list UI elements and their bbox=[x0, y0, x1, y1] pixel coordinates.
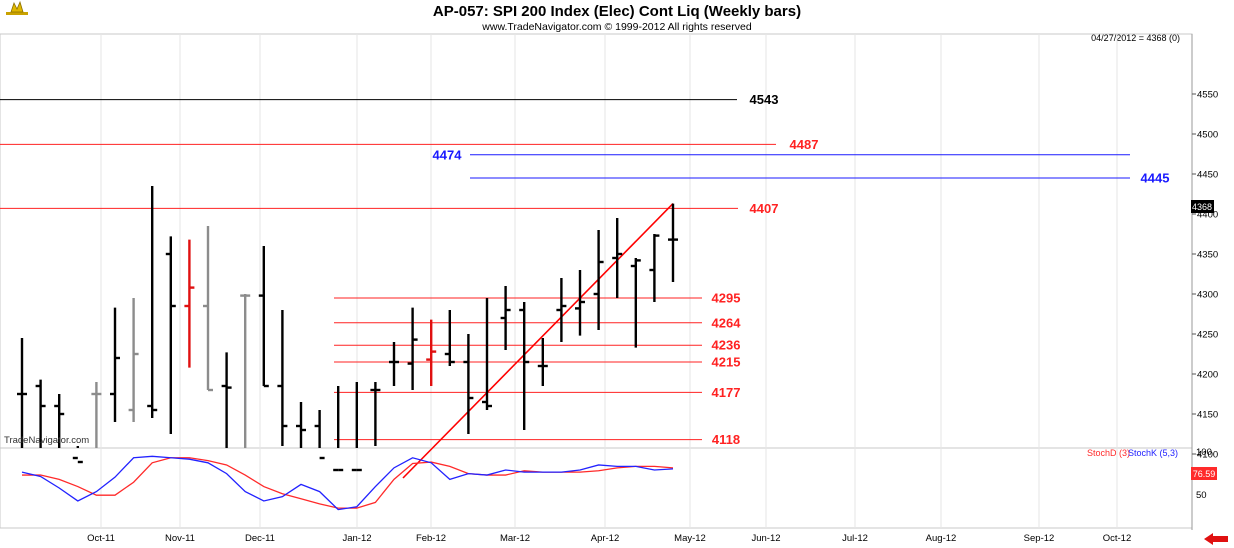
ohlc-bar bbox=[463, 334, 474, 434]
ohlc-bar bbox=[221, 352, 232, 448]
y-tick-label: 4100 bbox=[1197, 450, 1218, 461]
x-tick-label: Feb-12 bbox=[416, 533, 446, 544]
ohlc-bar bbox=[556, 278, 567, 342]
ohlc-bar bbox=[54, 394, 65, 448]
ohlc-bar bbox=[35, 379, 46, 448]
indicator-value-label: 76.59 bbox=[1193, 469, 1216, 479]
x-tick-label: May-12 bbox=[674, 533, 706, 544]
x-tick-label: Jul-12 bbox=[842, 533, 868, 544]
ohlc-bar bbox=[537, 338, 548, 386]
price-levels: 4543 4487 4474 4445 4407 4295 4264 4236 4215 4177… bbox=[0, 92, 1169, 447]
x-tick-label: Oct-12 bbox=[1103, 533, 1132, 544]
y-tick-label: 4450 bbox=[1197, 170, 1218, 181]
ohlc-bar bbox=[147, 186, 158, 418]
x-axis-ticks: Oct-11 Nov-11 Dec-11 Jan-12 Feb-12 Mar-12 Apr-… bbox=[87, 533, 1131, 544]
indicator-ytick-100: 100 bbox=[1196, 447, 1212, 458]
ohlc-bar bbox=[240, 294, 251, 448]
ohlc-bar bbox=[72, 446, 83, 464]
chart-subtitle: www.TradeNavigator.com © 1999-2012 All r… bbox=[481, 21, 752, 33]
ohlc-bar bbox=[668, 203, 678, 282]
x-tick-label: Nov-11 bbox=[165, 533, 195, 544]
y-tick-label: 4500 bbox=[1197, 130, 1218, 141]
indicator-ytick-50: 50 bbox=[1196, 490, 1207, 501]
price-level-label: 4487 bbox=[790, 137, 819, 152]
ohlc-bar bbox=[649, 234, 660, 302]
price-level-label: 4474 bbox=[433, 147, 463, 162]
last-price-tag-label: 4368 bbox=[1192, 202, 1212, 212]
y-tick-label: 4550 bbox=[1197, 90, 1218, 101]
price-level-label: 4445 bbox=[1141, 171, 1170, 186]
ohlc-bar bbox=[165, 236, 176, 434]
y-tick-label: 4400 bbox=[1197, 210, 1218, 221]
price-panel bbox=[0, 33, 1193, 449]
ohlc-bar bbox=[389, 342, 399, 386]
ohlc-bar bbox=[128, 298, 139, 422]
ohlc-bar bbox=[593, 230, 604, 330]
last-price-note: 04/27/2012 = 4368 (0) bbox=[1091, 33, 1180, 43]
chart-title: AP-057: SPI 200 Index (Elec) Cont Liq (W… bbox=[433, 3, 801, 20]
x-tick-label: Dec-11 bbox=[245, 533, 275, 544]
ohlc-bar bbox=[91, 382, 102, 448]
stochd-legend: StochD (3) bbox=[1087, 448, 1130, 458]
indicator-value-tag bbox=[1191, 467, 1217, 480]
price-level-label: 4543 bbox=[750, 92, 779, 107]
ohlc-bar bbox=[482, 298, 492, 410]
stochastic-lines bbox=[21, 455, 674, 511]
price-level-label: 4118 bbox=[712, 432, 740, 447]
x-tick-label: Mar-12 bbox=[500, 533, 530, 544]
y-tick-label: 4250 bbox=[1197, 330, 1218, 341]
ohlc-bar bbox=[519, 302, 530, 430]
stochk-legend: StochK (5,3) bbox=[1128, 448, 1178, 458]
stoch-series-line bbox=[22, 457, 674, 509]
x-tick-label: Apr-12 bbox=[591, 533, 620, 544]
ohlc-bars bbox=[17, 186, 678, 472]
price-level-label: 4236 bbox=[712, 338, 741, 353]
ohlc-bar bbox=[277, 310, 288, 446]
ohlc-bar bbox=[203, 226, 213, 392]
ohlc-bar bbox=[314, 410, 325, 460]
y-tick-label: 4150 bbox=[1197, 410, 1218, 421]
watermark: TradeNavigator.com bbox=[4, 435, 89, 446]
ohlc-bar bbox=[612, 218, 623, 298]
x-tick-label: Aug-12 bbox=[926, 533, 957, 544]
price-level-label: 4177 bbox=[712, 385, 741, 400]
ohlc-bar bbox=[630, 258, 641, 348]
y-tick-label: 4300 bbox=[1197, 290, 1218, 301]
ohlc-bar bbox=[351, 382, 362, 472]
x-tick-label: Sep-12 bbox=[1024, 533, 1055, 544]
x-gridlines bbox=[100, 34, 1118, 528]
last-price-tag bbox=[1191, 200, 1214, 213]
price-level-label: 4295 bbox=[712, 291, 741, 306]
stoch-series-line bbox=[21, 455, 674, 511]
y-tick-label: 4350 bbox=[1197, 250, 1218, 261]
y-axis-ticks: 4100 4150 4200 4250 4300 4350 4400 4450 4500 4550 bbox=[1192, 90, 1218, 461]
ohlc-bar bbox=[426, 319, 437, 386]
logo-icon bbox=[6, 0, 28, 15]
ohlc-bar bbox=[444, 310, 455, 366]
price-level-label: 4215 bbox=[712, 355, 741, 370]
ohlc-bar bbox=[17, 338, 27, 448]
price-level-label: 4264 bbox=[712, 315, 742, 330]
ohlc-bar bbox=[333, 386, 344, 472]
ohlc-bar bbox=[258, 246, 269, 388]
ohlc-bar bbox=[370, 382, 381, 446]
ohlc-bar bbox=[575, 270, 585, 336]
y-tick-label: 4200 bbox=[1197, 370, 1218, 381]
ohlc-bar bbox=[407, 307, 418, 390]
x-tick-label: Jun-12 bbox=[751, 533, 780, 544]
indicator-panel bbox=[0, 447, 1193, 529]
ohlc-bar bbox=[500, 286, 511, 350]
trendline bbox=[402, 203, 674, 479]
ohlc-bar bbox=[110, 307, 120, 422]
scroll-right-arrow-icon[interactable] bbox=[1198, 532, 1230, 546]
price-level-label: 4407 bbox=[750, 201, 779, 216]
ohlc-bar bbox=[184, 239, 195, 368]
x-tick-label: Oct-11 bbox=[87, 533, 115, 544]
trendline-group bbox=[402, 203, 674, 479]
ohlc-bar bbox=[296, 402, 306, 448]
x-tick-label: Jan-12 bbox=[342, 533, 371, 544]
